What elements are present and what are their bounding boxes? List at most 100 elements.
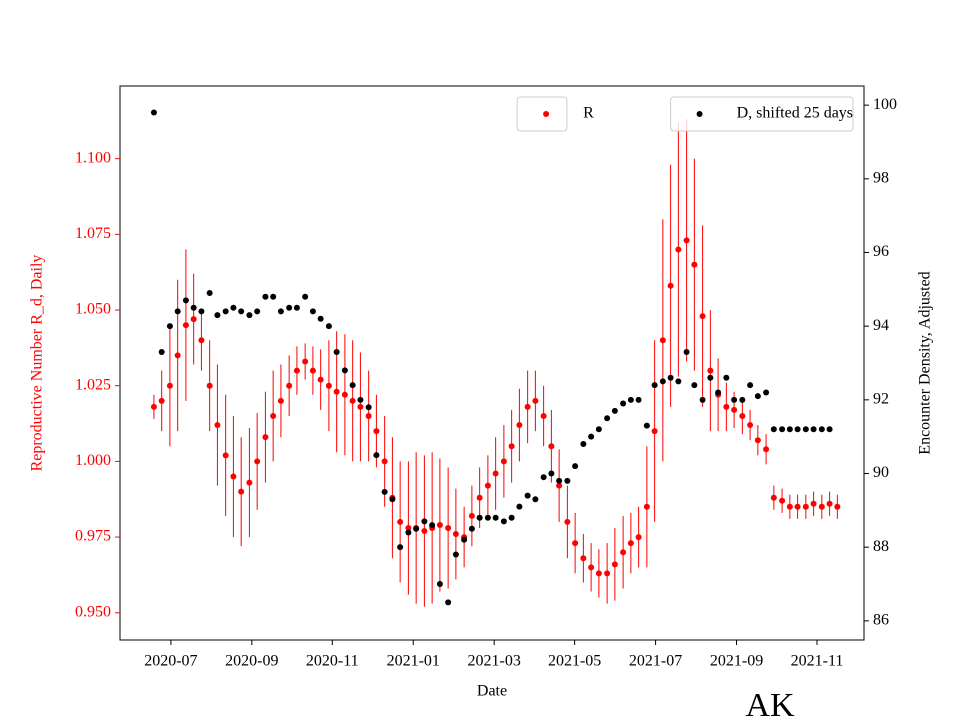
point [468, 525, 475, 532]
point [238, 308, 245, 315]
annotation: AK [745, 687, 795, 720]
point [325, 382, 332, 389]
point [826, 500, 833, 507]
point [810, 426, 817, 433]
point [643, 503, 650, 510]
point [309, 367, 316, 374]
point [691, 261, 698, 268]
point [190, 304, 197, 311]
point [794, 426, 801, 433]
point [286, 382, 293, 389]
point [826, 426, 833, 433]
point [779, 497, 786, 504]
point [286, 304, 293, 311]
point [683, 348, 690, 355]
point [302, 293, 309, 300]
point [166, 323, 173, 330]
point [611, 561, 618, 568]
point [445, 599, 452, 606]
point [643, 422, 650, 429]
point [206, 290, 213, 297]
point [651, 428, 658, 435]
point [516, 503, 523, 510]
point [770, 494, 777, 501]
point [707, 374, 714, 381]
point [373, 452, 380, 459]
point [699, 313, 706, 320]
y2-tick-label: 86 [873, 612, 889, 629]
point [786, 426, 793, 433]
point [381, 488, 388, 495]
y2-tick-label: 94 [873, 317, 889, 334]
point [476, 494, 483, 501]
point [230, 473, 237, 480]
point [739, 412, 746, 419]
point [691, 382, 698, 389]
point [731, 406, 738, 413]
y-tick-label: 1.025 [75, 376, 111, 393]
y-tick-label: 1.050 [75, 301, 111, 318]
x-tick-label: 2021-09 [710, 653, 763, 670]
point [532, 496, 539, 503]
point [834, 503, 841, 510]
point [270, 293, 277, 300]
point [500, 518, 507, 525]
point [182, 297, 189, 304]
point [484, 482, 491, 489]
point [604, 415, 611, 422]
point [150, 109, 157, 116]
point [627, 396, 634, 403]
y-tick-label: 1.075 [75, 225, 111, 242]
point [198, 308, 205, 315]
point [445, 524, 452, 531]
y-tick-label: 1.000 [75, 452, 111, 469]
point [341, 391, 348, 398]
point [262, 434, 269, 441]
point [492, 514, 499, 521]
point [222, 308, 229, 315]
point [270, 412, 277, 419]
point [373, 428, 380, 435]
point [421, 518, 428, 525]
point [548, 443, 555, 450]
point [293, 367, 300, 374]
point [325, 323, 332, 330]
point [739, 396, 746, 403]
point [794, 503, 801, 510]
legend-marker [696, 111, 703, 117]
point [508, 514, 515, 521]
point [357, 403, 364, 410]
point [699, 396, 706, 403]
point [333, 388, 340, 395]
point [588, 433, 595, 440]
point [675, 246, 682, 253]
x-tick-label: 2021-03 [468, 653, 521, 670]
point [802, 503, 809, 510]
point [754, 393, 761, 400]
point [158, 397, 165, 404]
point [476, 514, 483, 521]
point [500, 458, 507, 465]
point [723, 374, 730, 381]
point [166, 382, 173, 389]
point [317, 376, 324, 383]
y2-axis-label: Encounter Density, Adjusted [917, 271, 934, 454]
y-tick-label: 0.975 [75, 528, 111, 545]
x-tick-label: 2021-11 [791, 653, 844, 670]
point [667, 374, 674, 381]
x-tick-label: 2020-07 [144, 653, 197, 670]
point [365, 404, 372, 411]
plot-frame [119, 85, 865, 641]
point [302, 358, 309, 365]
point [158, 348, 165, 355]
point [818, 426, 825, 433]
point [683, 237, 690, 244]
y2-tick-label: 90 [873, 464, 889, 481]
point [484, 514, 491, 521]
point [365, 412, 372, 419]
point [214, 422, 221, 429]
x-tick-label: 2020-11 [306, 653, 359, 670]
point [627, 540, 634, 547]
point [659, 337, 666, 344]
